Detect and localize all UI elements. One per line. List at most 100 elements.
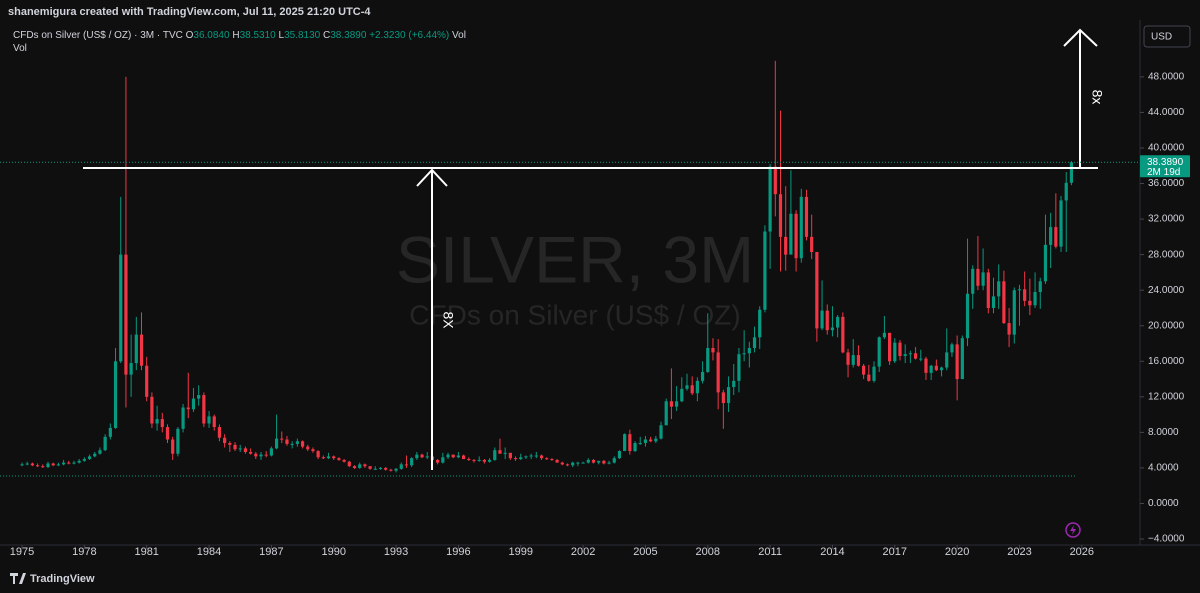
candle-body [934, 365, 938, 371]
candle-body [36, 465, 40, 467]
x-tick-label: 1975 [10, 546, 34, 558]
candle-body [576, 462, 580, 464]
x-tick-label: 2017 [883, 546, 907, 558]
candle-body [176, 428, 180, 454]
candle-body [581, 462, 585, 464]
candle-body [586, 459, 590, 463]
candle-body [560, 462, 564, 465]
candle-body [820, 310, 824, 329]
candles [20, 60, 1074, 473]
currency-button[interactable] [1143, 25, 1191, 48]
candle-body [503, 452, 507, 454]
x-tick-label: 1999 [509, 546, 533, 558]
candle-body [238, 448, 242, 450]
candle-body [472, 459, 476, 461]
candle-body [487, 459, 492, 462]
candle-body [997, 281, 1001, 297]
candle-body [981, 272, 985, 286]
candle-body [841, 316, 845, 353]
candle-body [971, 268, 975, 294]
x-tick-label: 1993 [384, 546, 408, 558]
alert-icon[interactable] [1065, 522, 1081, 538]
o-value: 36.0840 [193, 30, 230, 41]
candle-body [794, 213, 798, 259]
l-value: 35.8130 [284, 30, 321, 41]
x-tick-label: 2011 [758, 546, 782, 558]
change: +2.3230 (+6.44%) [369, 30, 450, 41]
candle-body [358, 464, 362, 468]
candle-body [913, 353, 918, 359]
candle-body [1064, 182, 1068, 201]
candle-body [862, 365, 866, 375]
candle-body [274, 438, 279, 449]
candle-body [446, 454, 450, 458]
candle-body [591, 459, 596, 463]
candle-body [612, 458, 616, 463]
candle-body [846, 352, 850, 365]
candle-body [617, 451, 622, 459]
candle-body [98, 450, 102, 454]
candle-body [72, 462, 76, 464]
candle-body [25, 463, 29, 465]
vol: Vol [452, 30, 466, 41]
y-tick-label: 0.0000 [1148, 498, 1179, 509]
candle-body [607, 462, 611, 464]
candle-body [93, 453, 97, 457]
candle-body [181, 407, 185, 429]
candle-body [150, 396, 154, 424]
y-tick-label: 32.0000 [1148, 214, 1185, 225]
h-value: 38.5310 [239, 30, 276, 41]
candle-body [1069, 162, 1074, 183]
y-tick-label: 20.0000 [1148, 320, 1185, 331]
x-tick-label: 1978 [72, 546, 96, 558]
candle-body [254, 453, 258, 457]
candle-body [929, 365, 933, 373]
candle-body [685, 385, 689, 389]
candle-body [1033, 291, 1037, 306]
candle-body [217, 427, 222, 438]
candle-body [675, 401, 679, 407]
y-tick-label: 8.0000 [1148, 427, 1179, 438]
candle-body [633, 443, 637, 452]
candle-body [1007, 323, 1011, 335]
candle-body [212, 416, 216, 428]
o-label: O [185, 30, 194, 41]
candle-body [56, 464, 60, 466]
candle-body [228, 443, 232, 445]
x-tick-label: 2020 [945, 546, 969, 558]
candle-body [477, 459, 481, 461]
h-label: H [232, 30, 240, 41]
y-tick-label: 4.0000 [1148, 463, 1179, 474]
candle-body [113, 361, 118, 428]
candle-body [108, 427, 112, 437]
candle-body [311, 449, 315, 452]
x-tick-label: 2014 [820, 546, 844, 558]
candle-body [836, 316, 840, 328]
candle-body [87, 456, 92, 460]
brand: TradingView [30, 573, 95, 585]
candle-body [758, 309, 762, 338]
x-tick-label: 1987 [259, 546, 283, 558]
candle-body [825, 310, 829, 331]
candle-body [654, 438, 658, 442]
x-tick-label: 1984 [197, 546, 221, 558]
candle-body [752, 337, 757, 348]
candle-body [669, 401, 674, 407]
candle-body [680, 388, 684, 402]
candle-body [145, 365, 149, 397]
y-tick-label: 28.0000 [1148, 249, 1185, 260]
currency[interactable]: USD [1151, 32, 1172, 43]
candle-body [789, 213, 793, 255]
candle-body [882, 332, 887, 338]
candle-body [830, 327, 835, 331]
y-tick-label: 40.0000 [1148, 143, 1185, 154]
candle-body [726, 387, 731, 404]
candle-body [815, 251, 819, 329]
candle-body [939, 367, 944, 371]
y-tick-label: 24.0000 [1148, 285, 1185, 296]
candle-body [565, 464, 570, 466]
candle-body [664, 401, 668, 426]
